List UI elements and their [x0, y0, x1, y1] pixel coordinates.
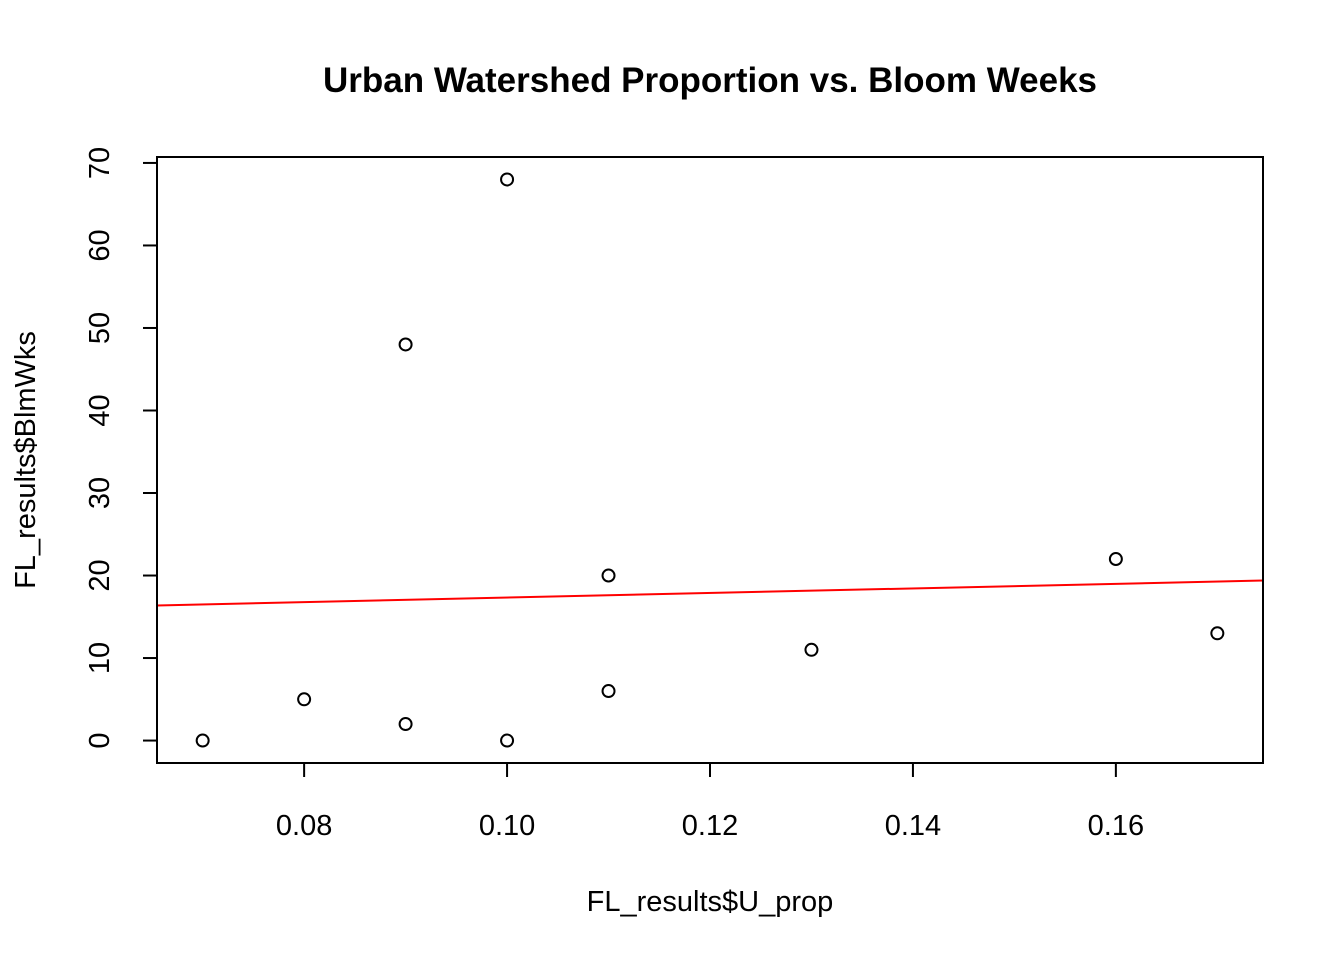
x-tick-label: 0.16	[1088, 810, 1144, 842]
data-point	[804, 642, 819, 657]
plot-marks	[157, 172, 1263, 748]
data-point	[195, 733, 210, 748]
data-point	[398, 337, 413, 352]
y-tick-label: 60	[84, 229, 116, 261]
y-tick-label: 10	[84, 642, 116, 674]
x-tick-label: 0.10	[479, 810, 535, 842]
x-tick-label: 0.08	[276, 810, 332, 842]
data-point	[1108, 552, 1123, 567]
data-point	[398, 717, 413, 732]
x-tick-label: 0.12	[682, 810, 738, 842]
x-tick-label: 0.14	[885, 810, 941, 842]
data-point	[601, 568, 616, 583]
plot-frame	[156, 156, 1264, 764]
y-axis-label: FL_results$BlmWks	[10, 331, 42, 589]
data-point	[1210, 626, 1225, 641]
y-tick-label: 20	[84, 559, 116, 591]
chart-title: Urban Watershed Proportion vs. Bloom Wee…	[323, 61, 1097, 100]
data-point	[601, 684, 616, 699]
data-point	[500, 172, 515, 187]
y-tick-label: 70	[84, 147, 116, 179]
data-point	[500, 733, 515, 748]
y-tick-label: 40	[84, 394, 116, 426]
y-tick-label: 30	[84, 477, 116, 509]
axes: 0.08 0.10 0.12 0.14 0.16 0 10 20 30 40 50 60 70	[84, 147, 1144, 842]
regression-line	[157, 579, 1263, 607]
data-point	[297, 692, 312, 707]
x-axis-label: FL_results$U_prop	[587, 886, 834, 918]
y-tick-label: 50	[84, 312, 116, 344]
y-tick-label: 0	[84, 732, 116, 748]
